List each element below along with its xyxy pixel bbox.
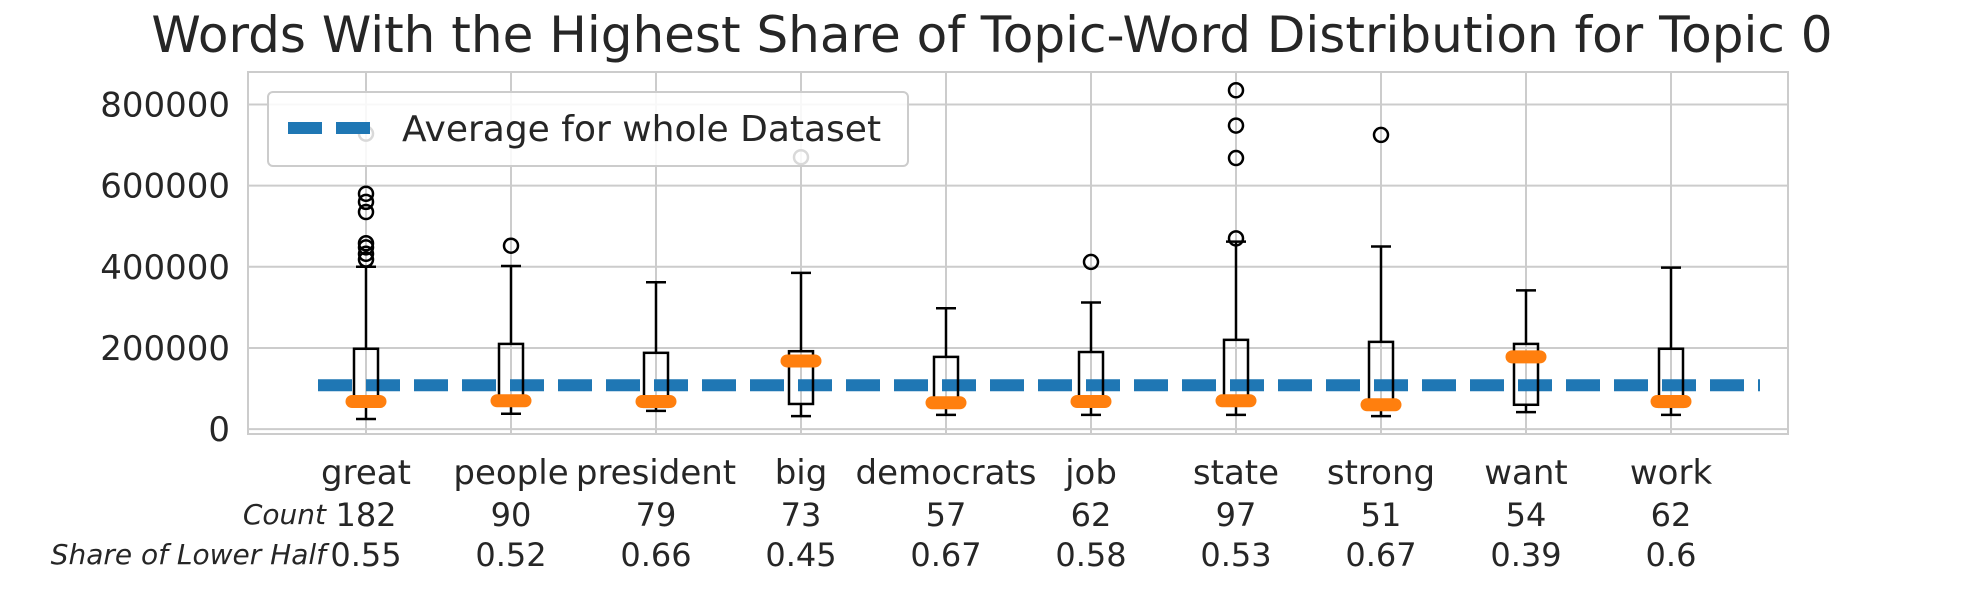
x-tick-label: job <box>1064 453 1117 493</box>
row-value: 54 <box>1506 496 1547 534</box>
outlier-point <box>1372 126 1390 144</box>
x-tick-label: president <box>576 453 736 493</box>
x-tick-label: state <box>1193 453 1279 493</box>
row-value: 0.39 <box>1490 536 1561 574</box>
box-big <box>780 148 822 418</box>
outlier-point <box>357 245 375 263</box>
box-want <box>1505 289 1547 414</box>
row-value: 0.52 <box>475 536 546 574</box>
plot-frame <box>247 71 1789 435</box>
row-value: 62 <box>1651 496 1692 534</box>
outlier-point <box>357 185 375 202</box>
row-label: Count <box>243 498 327 531</box>
box-state <box>1215 82 1257 417</box>
y-tick-label: 600000 <box>100 167 230 207</box>
y-tick-label: 200000 <box>100 329 230 369</box>
y-tick-label: 400000 <box>100 248 230 288</box>
box-job <box>1070 253 1112 417</box>
outlier-point <box>1227 117 1245 134</box>
row-value: 97 <box>1216 496 1257 534</box>
outlier-point <box>1227 149 1245 167</box>
x-tick-label: work <box>1630 453 1713 493</box>
row-value: 90 <box>491 496 532 534</box>
outlier-point <box>502 237 520 254</box>
row-value: 0.6 <box>1646 536 1697 574</box>
boxes <box>345 82 1692 421</box>
row-value: 57 <box>926 496 967 534</box>
outlier-point <box>1227 82 1245 99</box>
x-tick-label: great <box>321 453 411 493</box>
outlier-point <box>357 235 375 252</box>
outlier-point <box>1082 253 1100 271</box>
row-value: 0.67 <box>1345 536 1416 574</box>
legend: Average for whole Dataset <box>267 91 909 167</box>
outlier-point <box>1227 230 1245 247</box>
box-strong <box>1360 126 1402 418</box>
y-tick-label: 0 <box>208 410 230 450</box>
x-tick-label: people <box>453 453 568 493</box>
row-value: 79 <box>636 496 677 534</box>
summary-rows: Count 182 90 79 73 57 62 97 51 54 62 Share of Lower… <box>51 496 1697 574</box>
legend-box <box>267 91 909 167</box>
chart-title: Words With the Highest Share of Topic-Wo… <box>151 6 1832 64</box>
box-iqr <box>787 349 815 406</box>
box-democrats <box>925 306 967 417</box>
outlier-point <box>357 193 375 211</box>
box-iqr <box>1512 342 1540 407</box>
x-tick-label: strong <box>1327 453 1435 493</box>
row-value: 73 <box>781 496 822 534</box>
row-value: 0.66 <box>620 536 691 574</box>
row-value: 0.58 <box>1055 536 1126 574</box>
row-value: 0.45 <box>765 536 836 574</box>
x-tick-label: big <box>775 453 828 493</box>
row-value: 62 <box>1071 496 1112 534</box>
row-value: 182 <box>335 496 396 534</box>
legend-label: Average for whole Dataset <box>402 109 881 150</box>
outlier-point <box>357 203 375 221</box>
outlier-point <box>357 251 375 268</box>
y-tick-label: 800000 <box>100 85 230 125</box>
box-president <box>635 280 677 413</box>
row-label: Share of Lower Half <box>51 538 330 571</box>
row-value: 51 <box>1361 496 1402 534</box>
y-axis: 0 200000 400000 600000 800000 <box>100 85 230 450</box>
x-tick-label: democrats <box>856 453 1037 493</box>
box-work <box>1650 266 1692 417</box>
x-axis-labels: great people president big democrats job state… <box>321 453 1712 493</box>
row-value: 0.53 <box>1200 536 1271 574</box>
x-tick-label: want <box>1484 453 1568 493</box>
row-value: 0.67 <box>910 536 981 574</box>
box-people <box>490 237 532 415</box>
box-great <box>345 125 387 421</box>
row-value: 0.55 <box>330 536 401 574</box>
